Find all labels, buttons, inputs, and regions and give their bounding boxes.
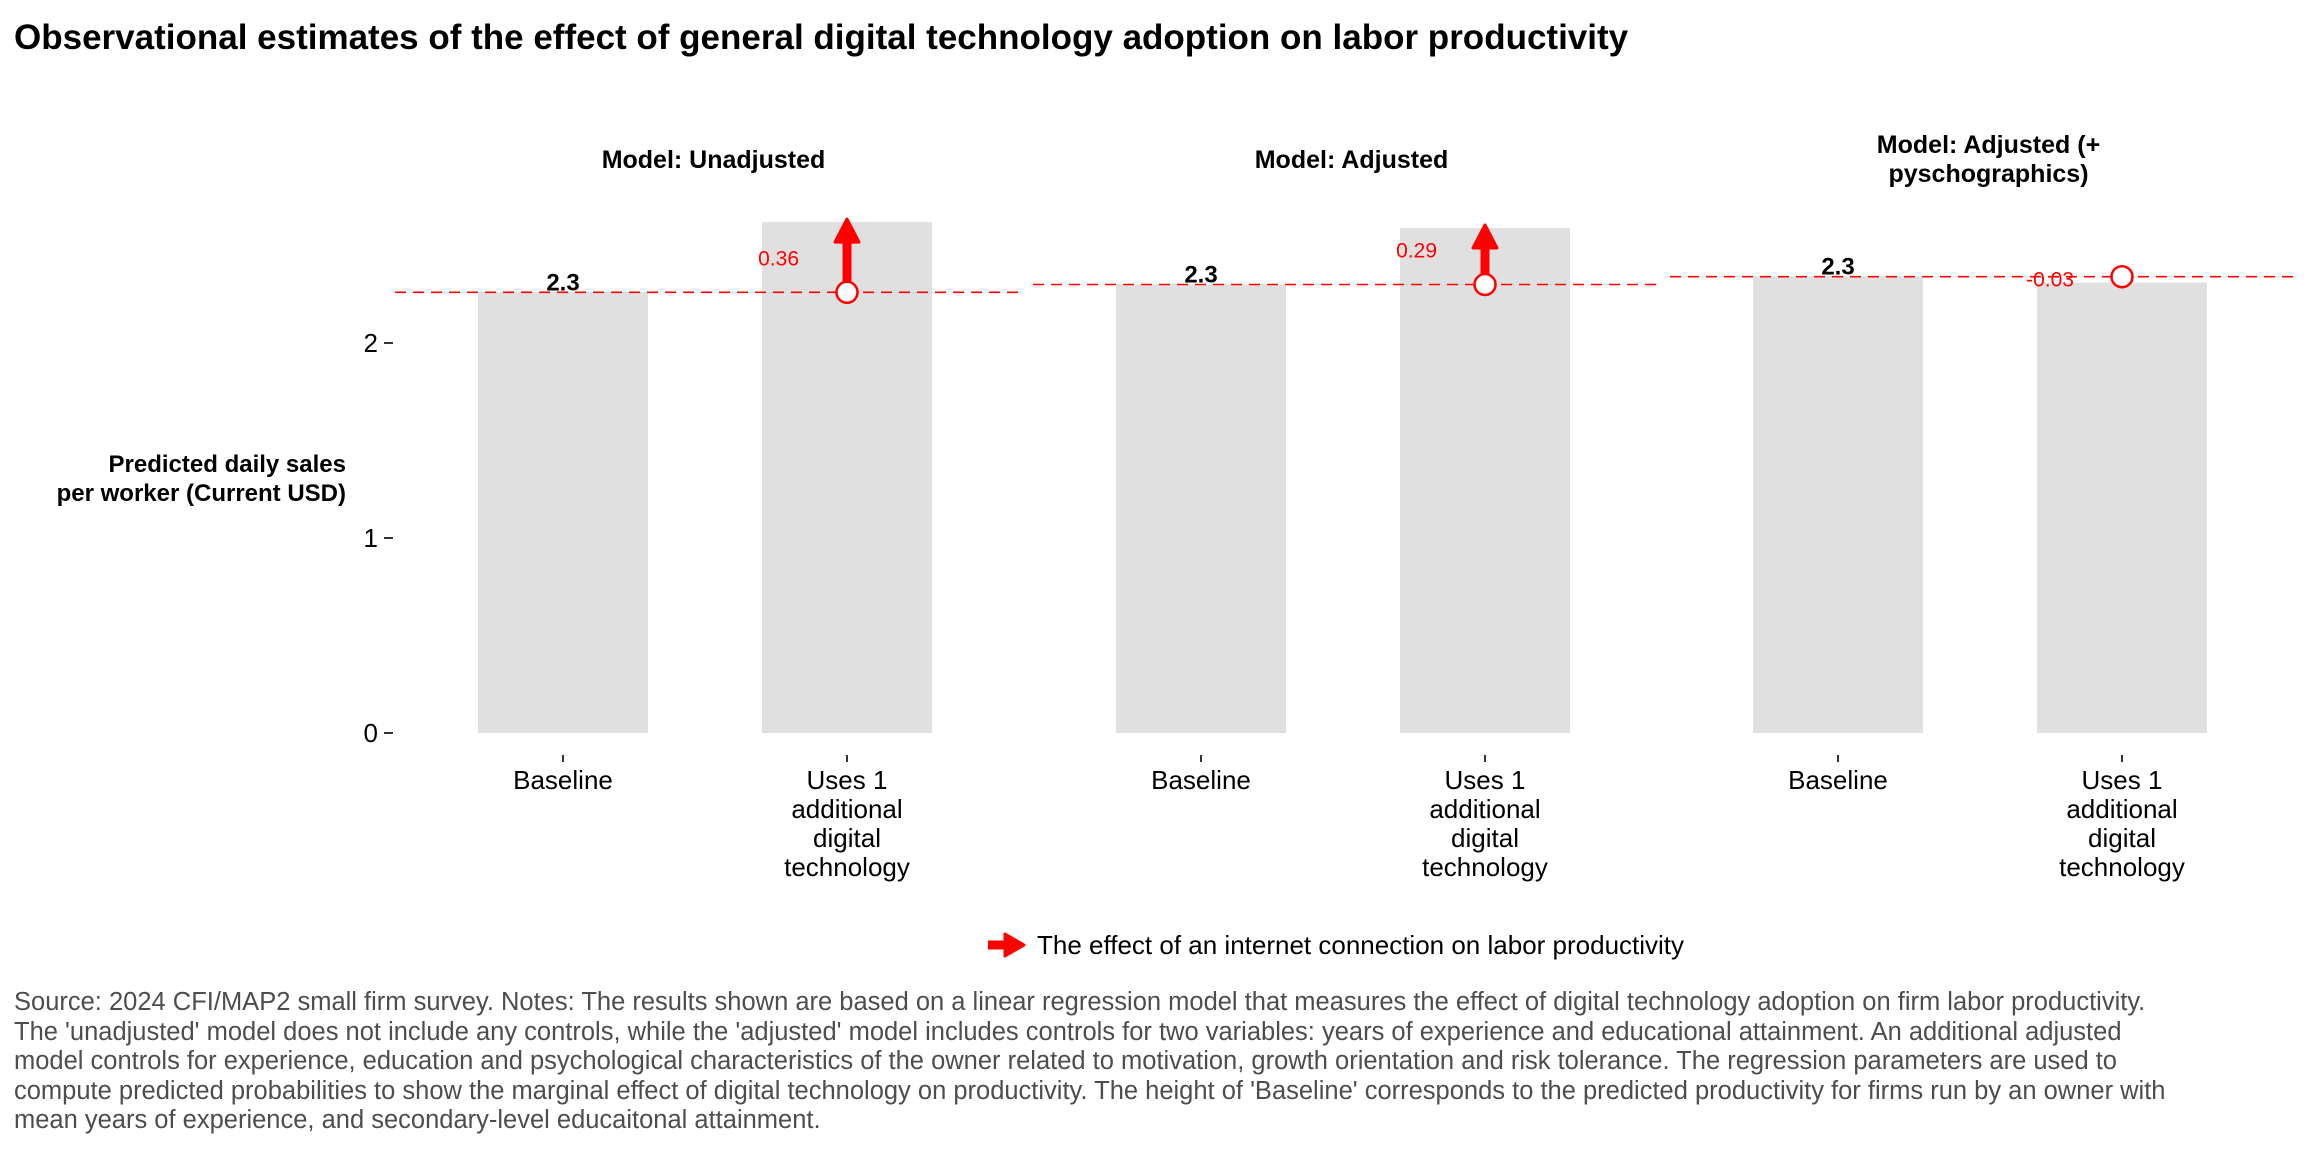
y-axis: 0 1 2 Predicted daily sales per worker (Curr… [57,328,393,748]
effect-marker [2110,264,2134,289]
y-tick-label: 2 [364,328,378,358]
effect-marker [835,280,859,305]
y-axis-label: Predicted daily sales per worker (Current… [57,451,346,507]
y-tick-label: 1 [364,523,378,553]
effect-arrow-head [833,217,861,244]
facet-title: Model: Unadjusted [602,146,826,174]
x-tick-label: Uses 1 additional digital technology [1422,765,1548,882]
chart: 0 1 2 Predicted daily sales per worker (Curr… [57,131,2295,960]
facet-panel: Model: Adjusted (+ pyschographics)2.3 -0.0… [1670,131,2295,882]
x-tick-label: Baseline [513,765,613,795]
effect-marker [1473,272,1497,297]
facet-title: Model: Adjusted [1255,146,1449,174]
legend: The effect of an internet connection on … [988,930,1684,960]
red-arrow-icon [988,932,1026,958]
effect-value-label: -0.03 [2026,269,2074,292]
legend-arrow-head [1003,932,1026,958]
bar-baseline [478,292,648,733]
effect-value-label: 0.29 [1396,240,1437,263]
bar-treatment [1400,227,1570,733]
chart-title: Observational estimates of the effect of… [14,18,1629,57]
effect-value-label: 0.36 [758,247,799,270]
legend-label: The effect of an internet connection on … [1037,930,1684,960]
bar-treatment [762,222,932,733]
bar-baseline [1116,284,1286,733]
bar-baseline [1753,276,1923,733]
y-tick-label: 0 [364,718,378,748]
bar-treatment [2037,282,2207,733]
effect-arrow-head [1471,223,1499,250]
x-tick-label: Baseline [1151,765,1251,795]
x-tick-label: Baseline [1788,765,1888,795]
facet-title: Model: Adjusted (+ pyschographics) [1877,131,2100,188]
caption: Source: 2024 CFI/MAP2 small firm survey.… [14,988,2166,1134]
x-tick-label: Uses 1 additional digital technology [2059,765,2185,882]
x-tick-label: Uses 1 additional digital technology [784,765,910,882]
